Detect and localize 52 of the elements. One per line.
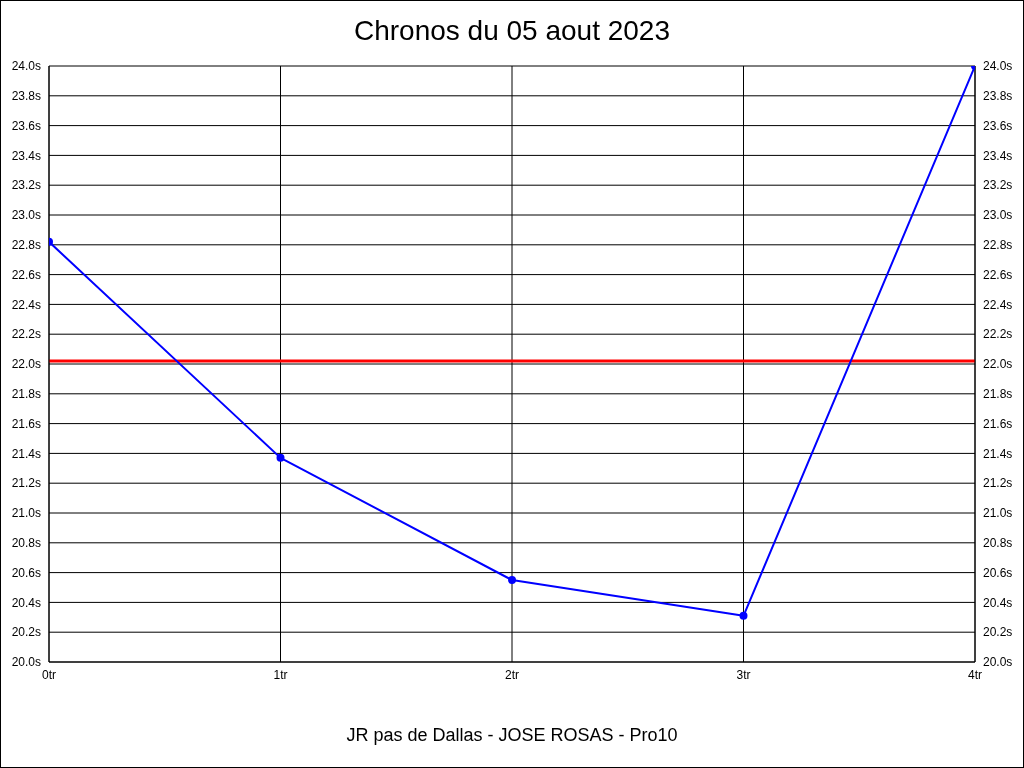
y2-tick-label: 20.8s [983,536,1013,551]
y-tick-label: 22.4s [11,297,41,312]
y2-tick-label: 23.4s [983,148,1013,163]
x-axis-title: JR pas de Dallas - JOSE ROSAS - Pro10 [345,725,679,746]
y2-tick-label: 21.4s [983,446,1013,461]
y-tick-label: 22.8s [11,238,41,253]
y2-tick-label: 23.8s [983,89,1013,104]
x-tick-label: 3tr [736,667,751,682]
y2-tick-label: 23.6s [983,118,1013,133]
y2-tick-label: 22.6s [983,267,1013,282]
chart-title: Chronos du 05 aout 2023 [353,15,671,47]
y-tick-label: 23.2s [11,178,41,193]
y2-tick-label: 22.0s [983,357,1013,372]
point [739,611,748,620]
y-tick-label: 21.6s [11,416,41,431]
y-tick-label: 23.4s [11,148,41,163]
y-tick-label: 21.4s [11,446,41,461]
y-tick-label: 23.6s [11,118,41,133]
y2-tick-label: 20.2s [983,625,1013,640]
y-tick-label: 20.2s [11,625,41,640]
y2-tick-label: 20.0s [983,655,1013,670]
y2-tick-label: 23.0s [983,208,1013,223]
y2-tick-label: 22.8s [983,238,1013,253]
point [508,576,516,585]
y2-tick-label: 21.2s [983,476,1013,491]
y2-tick-label: 21.8s [983,387,1013,402]
y2-tick-label: 20.4s [983,595,1013,610]
y-tick-label: 22.6s [11,267,41,282]
x-tick-label: 1tr [273,667,288,682]
y2-tick-label: 21.0s [983,506,1013,521]
y2-tick-label: 22.2s [983,327,1013,342]
y-tick-label: 21.2s [11,476,41,491]
y2-tick-label: 23.2s [983,178,1013,193]
y-tick-label: 23.8s [11,89,41,104]
y-tick-label: 20.8s [11,536,41,551]
y2-tick-label: 20.6s [983,565,1013,580]
x-tick-label: 2tr [504,667,520,682]
y2-tick-label: 24.0s [983,59,1013,74]
y-tick-label: 22.0s [11,357,41,372]
y-tick-label: 24.0s [11,59,41,74]
y-tick-label: 22.2s [11,327,41,342]
y-tick-label: 21.8s [11,387,41,402]
y2-tick-label: 22.4s [983,297,1013,312]
x-tick-label: 0tr [41,667,57,682]
y-tick-label: 20.6s [11,565,41,580]
y-tick-label: 20.4s [11,595,41,610]
y-tick-label: 21.0s [11,506,41,521]
y2-tick-label: 21.6s [983,416,1013,431]
point [276,453,285,462]
x-tick-label: 4tr [967,667,983,682]
y-tick-label: 20.0s [11,655,41,670]
y-tick-label: 23.0s [11,208,41,223]
